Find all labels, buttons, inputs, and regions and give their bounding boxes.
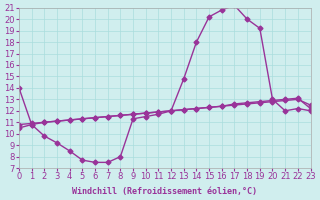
X-axis label: Windchill (Refroidissement éolien,°C): Windchill (Refroidissement éolien,°C) xyxy=(72,187,257,196)
